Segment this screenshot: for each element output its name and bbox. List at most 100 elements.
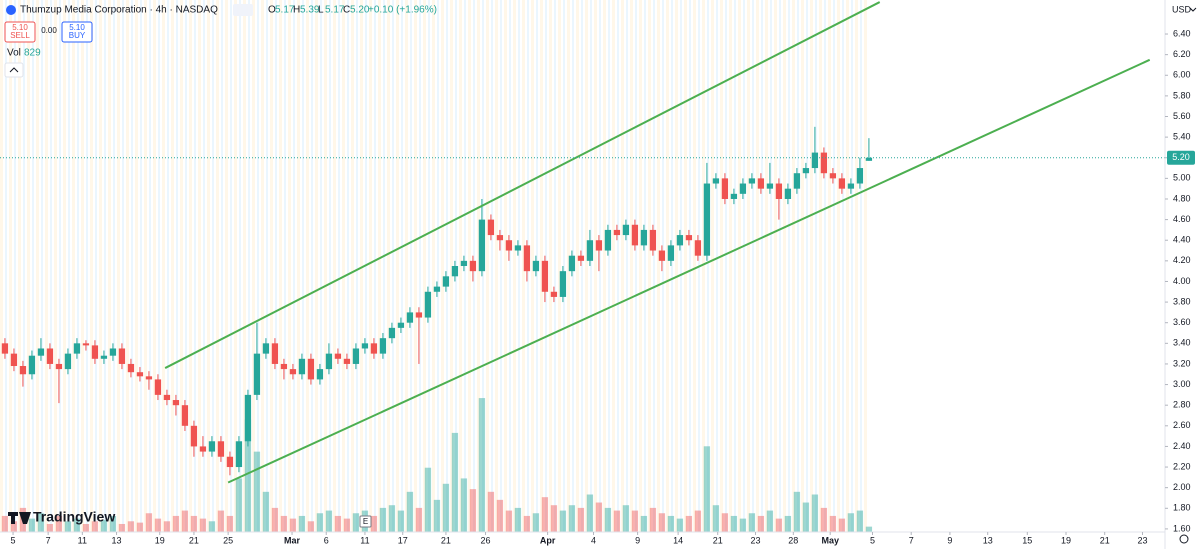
volume-bar: [856, 510, 864, 532]
compare-button[interactable]: [233, 4, 253, 16]
currency-caret: [1189, 7, 1197, 12]
volume-bar: [163, 521, 171, 532]
candle-body: [541, 260, 549, 292]
volume-bar: [181, 510, 189, 532]
candle-body: [451, 266, 459, 277]
x-tick-label: 25: [223, 535, 233, 545]
y-tick-label: 2.60: [1173, 420, 1191, 430]
volume-bar: [487, 491, 495, 532]
candle-body: [208, 441, 216, 452]
candle-body: [406, 312, 414, 323]
candle-body: [190, 425, 198, 447]
candle-body: [262, 343, 270, 354]
candle-body: [1, 343, 9, 354]
brand-logo: [8, 512, 31, 524]
candle-body: [487, 219, 495, 236]
candle-body: [856, 168, 864, 184]
y-tick-label: 4.60: [1173, 214, 1191, 224]
collapse-button[interactable]: [4, 62, 24, 78]
candle-body: [568, 255, 576, 272]
candle-body: [514, 245, 522, 251]
candle-body: [415, 312, 423, 318]
legend-value: 5.17: [325, 5, 345, 16]
volume-bar: [748, 513, 756, 532]
candle-body: [118, 348, 126, 364]
legend-value: 5.39: [300, 5, 320, 16]
candle-body: [379, 338, 387, 354]
volume-bar: [829, 515, 837, 532]
volume-bar: [190, 515, 198, 532]
candle-body: [271, 343, 279, 364]
candle-body: [298, 358, 306, 375]
volume-bar: [37, 513, 45, 532]
candle-body: [199, 446, 207, 452]
volume-bar: [514, 507, 522, 532]
candle-body: [235, 441, 243, 468]
candle-body: [595, 240, 603, 251]
settings-icon[interactable]: [1179, 534, 1189, 544]
volume-bar: [388, 505, 396, 532]
legend-value: 5.17: [275, 5, 295, 16]
volume-bar: [217, 510, 225, 532]
volume-bar: [766, 510, 774, 532]
volume-bar: [757, 515, 765, 532]
volume-bar: [613, 510, 621, 532]
volume-label: Vol: [7, 48, 21, 59]
candle-body: [676, 235, 684, 246]
x-tick-label: 5: [11, 535, 16, 545]
buy-label: BUY: [69, 31, 86, 40]
volume-bar: [289, 518, 297, 532]
volume-bar: [730, 515, 738, 532]
volume-bar: [523, 515, 531, 532]
candle-body: [370, 343, 378, 354]
x-tick-label: 23: [751, 535, 761, 545]
sell-price: 5.10: [12, 23, 28, 32]
volume-bar: [262, 491, 270, 532]
candle-body: [712, 178, 720, 184]
x-tick-label: 21: [1100, 535, 1110, 545]
volume-bar: [298, 515, 306, 532]
candle-body: [622, 224, 630, 236]
y-tick-label: 3.60: [1173, 317, 1191, 327]
candle-body: [847, 183, 855, 189]
volume-bar: [73, 518, 81, 532]
volume-bar: [226, 515, 234, 532]
candle-body: [109, 348, 117, 356]
candle-body: [172, 400, 180, 406]
volume-bar: [424, 467, 432, 532]
x-tick-label: 26: [481, 535, 491, 545]
candle-body: [154, 379, 162, 395]
volume-bar: [622, 505, 630, 532]
candle-body: [91, 345, 99, 359]
y-tick-label: 5.40: [1173, 131, 1191, 141]
y-tick-label: 2.80: [1173, 400, 1191, 410]
sell-button[interactable]: [4, 21, 36, 43]
candle-body: [505, 240, 513, 251]
volume-bar: [469, 489, 477, 532]
candle-body: [730, 193, 738, 199]
y-tick-label: 1.80: [1173, 503, 1191, 513]
volume-bar: [478, 398, 486, 532]
volume-bar: [505, 510, 513, 532]
candle-body: [334, 353, 342, 359]
buy-button[interactable]: [61, 21, 93, 43]
volume-bar: [631, 510, 639, 532]
volume-bar: [865, 526, 873, 532]
volume-bar: [136, 522, 144, 532]
volume-bar: [559, 510, 567, 532]
candle-body: [469, 260, 477, 272]
candle-body: [685, 235, 693, 241]
candle-body: [739, 183, 747, 194]
volume-bar: [109, 515, 117, 532]
candle-body: [613, 229, 621, 236]
volume-bar: [145, 513, 153, 532]
candle-body: [577, 255, 585, 261]
earnings-box[interactable]: [359, 515, 372, 528]
candle-body: [460, 260, 468, 266]
volume-bar: [208, 521, 216, 532]
volume-bar: [406, 491, 414, 532]
volume-bar: [775, 518, 783, 532]
x-tick-label: 11: [360, 535, 369, 545]
candle-body: [388, 327, 396, 339]
